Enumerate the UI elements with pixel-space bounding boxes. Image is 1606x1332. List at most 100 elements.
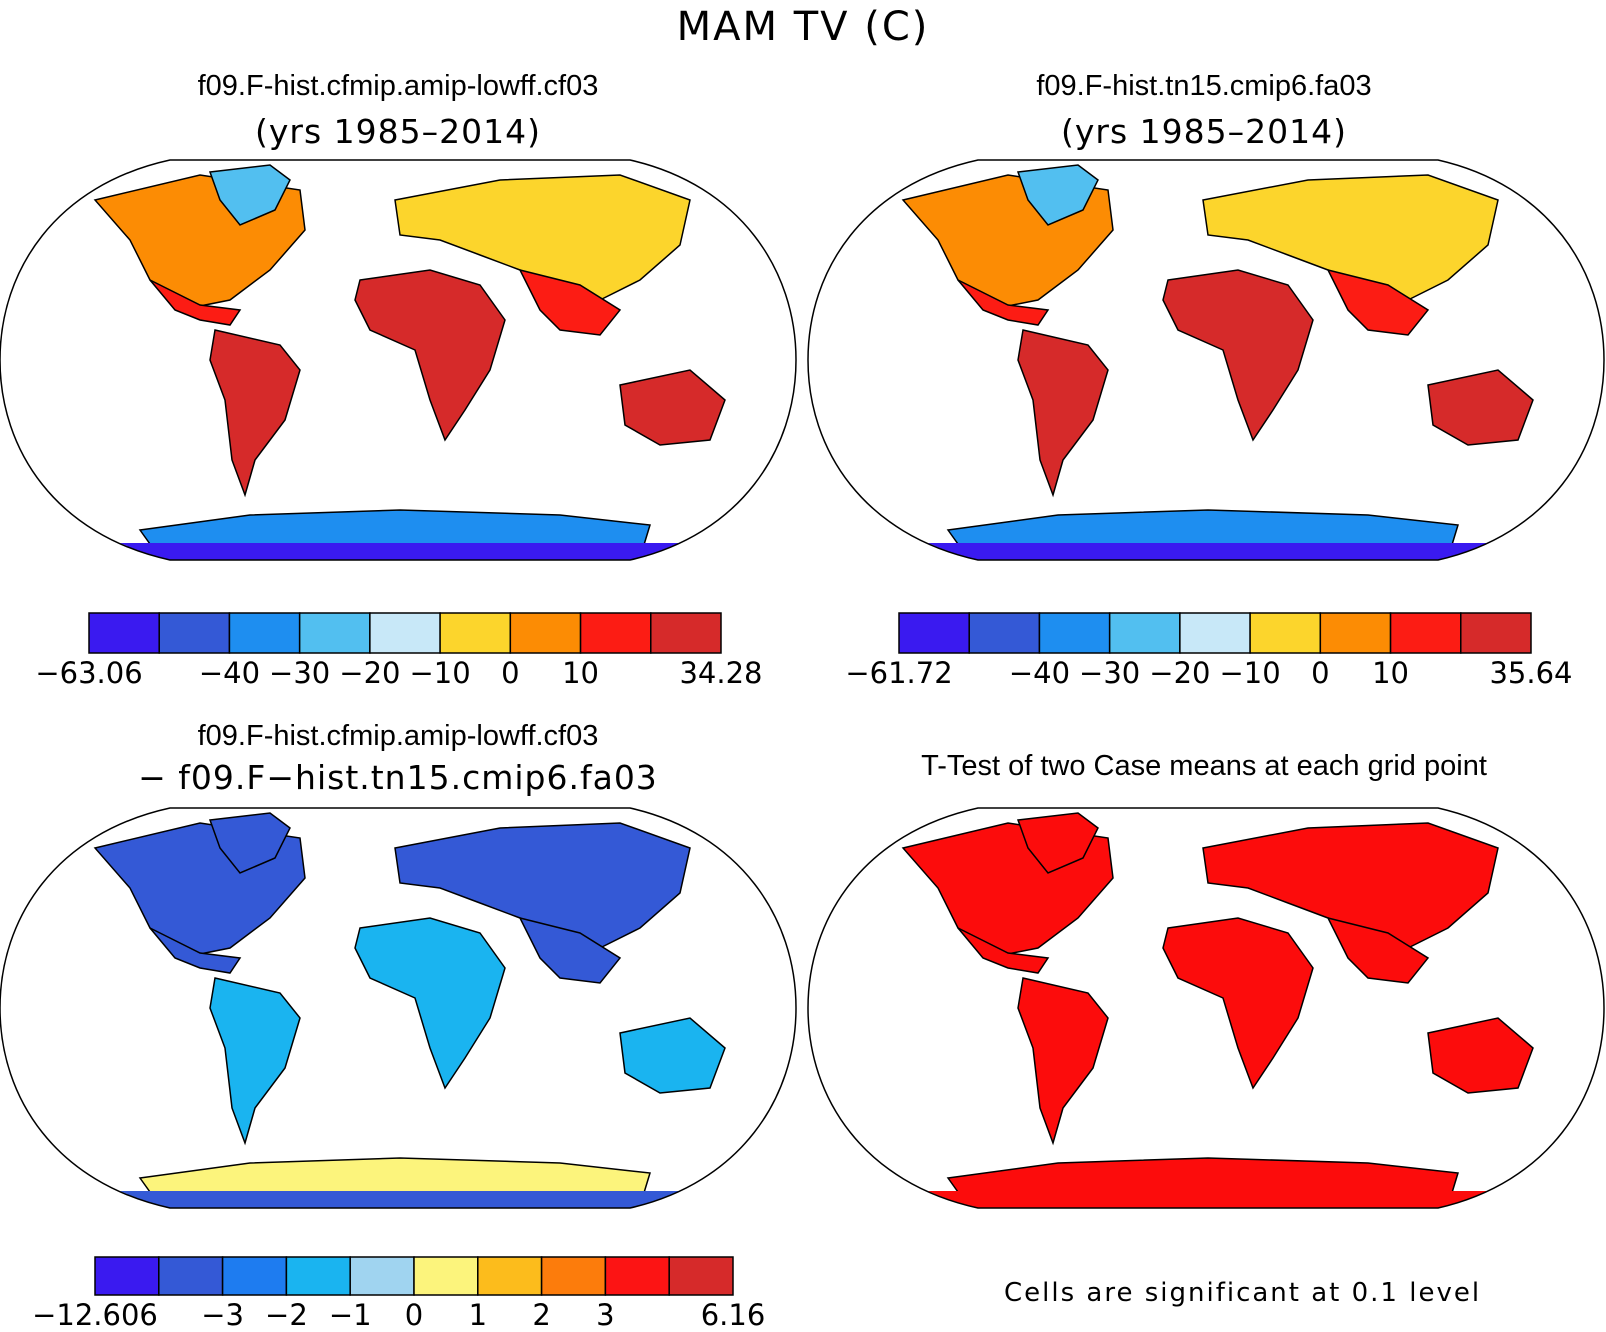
colorbar-tick-label: −10: [409, 656, 471, 690]
colorbar-tick-label: −12.606: [32, 1298, 158, 1332]
landmass-australia: [619, 369, 726, 446]
colorbar-tick-label: 1: [468, 1298, 488, 1332]
colorbar-box: [1249, 612, 1322, 654]
colorbar-tick-label: −30: [1079, 656, 1141, 690]
landmass-africa: [1162, 917, 1314, 1090]
colorbar-box: [579, 612, 652, 654]
colorbar-tick-label: 0: [501, 656, 520, 690]
panel-diff-subtitle: − f09.F−hist.tn15.cmip6.fa03: [138, 758, 658, 797]
figure-title: MAM TV (C): [676, 4, 930, 50]
landmass-mid: [149, 279, 242, 326]
ttest-footnote: Cells are significant at 0.1 level: [1004, 1278, 1482, 1308]
colorbar-tick-label: 6.16: [700, 1298, 766, 1332]
colorbar-box: [88, 612, 160, 654]
colorbar-case1: [88, 612, 722, 654]
panel-ttest-title: T-Test of two Case means at each grid po…: [921, 750, 1487, 782]
colorbar-tick-label: −40: [1008, 656, 1071, 690]
colorbar-box: [604, 1256, 670, 1296]
colorbar-tick-label: 10: [1372, 656, 1409, 690]
antarctica-interior: [928, 1191, 1488, 1208]
colorbar-box: [1038, 612, 1111, 654]
colorbar-tick-label: −10: [1219, 656, 1281, 690]
colorbar-box: [668, 1256, 734, 1296]
map-frame: [807, 807, 1605, 1209]
colorbar-box: [158, 1256, 224, 1296]
landmass-southamerica: [209, 329, 301, 498]
antarctica-interior: [928, 543, 1488, 560]
colorbar-diff: [94, 1256, 734, 1296]
colorbar-box: [221, 1256, 288, 1296]
colorbar-box: [898, 612, 970, 654]
landmass-greenland: [1016, 164, 1099, 226]
panel-case1-title: f09.F-hist.cfmip.amip-lowff.cf03: [197, 70, 599, 102]
colorbar-box: [369, 612, 441, 654]
colorbar-tick-label: 0: [1311, 656, 1330, 690]
colorbar-case2-labels: −61.72 −40 −30 −20 −10 0 10 35.64: [845, 656, 1572, 692]
colorbar-box: [439, 612, 512, 654]
colorbar-tick-label: −1: [328, 1298, 372, 1332]
colorbar-tick-label: 0: [404, 1298, 424, 1332]
colorbar-box: [158, 612, 231, 654]
colorbar-tick-label: −30: [269, 656, 331, 690]
colorbar-box: [285, 1256, 351, 1296]
colorbar-box: [228, 612, 301, 654]
landmass-mid: [957, 279, 1050, 326]
antarctica-interior: [120, 1191, 680, 1208]
colorbar-tick-label: −2: [265, 1298, 308, 1332]
colorbar-box: [1319, 612, 1392, 654]
landmass-australia: [1427, 1017, 1534, 1094]
landmass-australia: [619, 1017, 726, 1094]
panel-case1-subtitle: (yrs 1985–2014): [255, 112, 541, 151]
colorbar-case2: [898, 612, 1532, 654]
antarctica-interior: [120, 543, 680, 560]
landmass-southamerica: [209, 977, 301, 1146]
colorbar-box: [650, 612, 722, 654]
colorbar-tick-label: −63.06: [35, 656, 143, 690]
map-case2: [807, 159, 1605, 561]
colorbar-box: [477, 1256, 543, 1296]
colorbar-box: [298, 612, 371, 654]
panel-case2-title: f09.F-hist.tn15.cmip6.fa03: [1036, 70, 1372, 102]
colorbar-box: [1389, 612, 1462, 654]
landmass-africa: [354, 917, 506, 1090]
colorbar-tick-label: −40: [198, 656, 261, 690]
colorbar-box: [509, 612, 582, 654]
landmass-asiaS: [518, 268, 622, 336]
colorbar-diff-labels: −12.606 −3 −2 −1 0 1 2 3 6.16: [32, 1298, 765, 1332]
landmass-asiaS: [1326, 916, 1430, 984]
landmass-greenland: [208, 812, 291, 874]
landmass-asiaS: [518, 916, 622, 984]
colorbar-box: [1460, 612, 1532, 654]
colorbar-tick-label: 2: [532, 1298, 551, 1332]
colorbar-box: [968, 612, 1041, 654]
colorbar-box: [413, 1256, 479, 1296]
colorbar-tick-label: 35.64: [1489, 656, 1573, 690]
landmass-southamerica: [1017, 329, 1109, 498]
map-diff: [0, 807, 797, 1209]
panel-case2-subtitle: (yrs 1985–2014): [1061, 112, 1347, 151]
colorbar-tick-label: 3: [596, 1298, 615, 1332]
colorbar-box: [540, 1256, 607, 1296]
colorbar-tick-label: 34.28: [679, 656, 763, 690]
landmass-africa: [354, 269, 506, 442]
colorbar-tick-label: −20: [1149, 656, 1211, 690]
landmass-mid: [957, 927, 1050, 974]
colorbar-box: [94, 1256, 160, 1296]
map-frame: [0, 159, 797, 561]
colorbar-box: [349, 1256, 415, 1296]
panel-diff-title: f09.F-hist.cfmip.amip-lowff.cf03: [197, 720, 599, 752]
landmass-greenland: [208, 164, 291, 226]
map-frame: [807, 159, 1605, 561]
colorbar-tick-label: −61.72: [845, 656, 953, 690]
landmass-australia: [1427, 369, 1534, 446]
landmass-southamerica: [1017, 977, 1109, 1146]
landmass-greenland: [1016, 812, 1099, 874]
colorbar-tick-label: −3: [201, 1298, 244, 1332]
colorbar-tick-label: 10: [562, 656, 599, 690]
colorbar-box: [1179, 612, 1251, 654]
map-frame: [0, 807, 797, 1209]
colorbar-tick-label: −20: [339, 656, 401, 690]
map-case1: [0, 159, 797, 561]
landmass-mid: [149, 927, 242, 974]
colorbar-box: [1108, 612, 1181, 654]
